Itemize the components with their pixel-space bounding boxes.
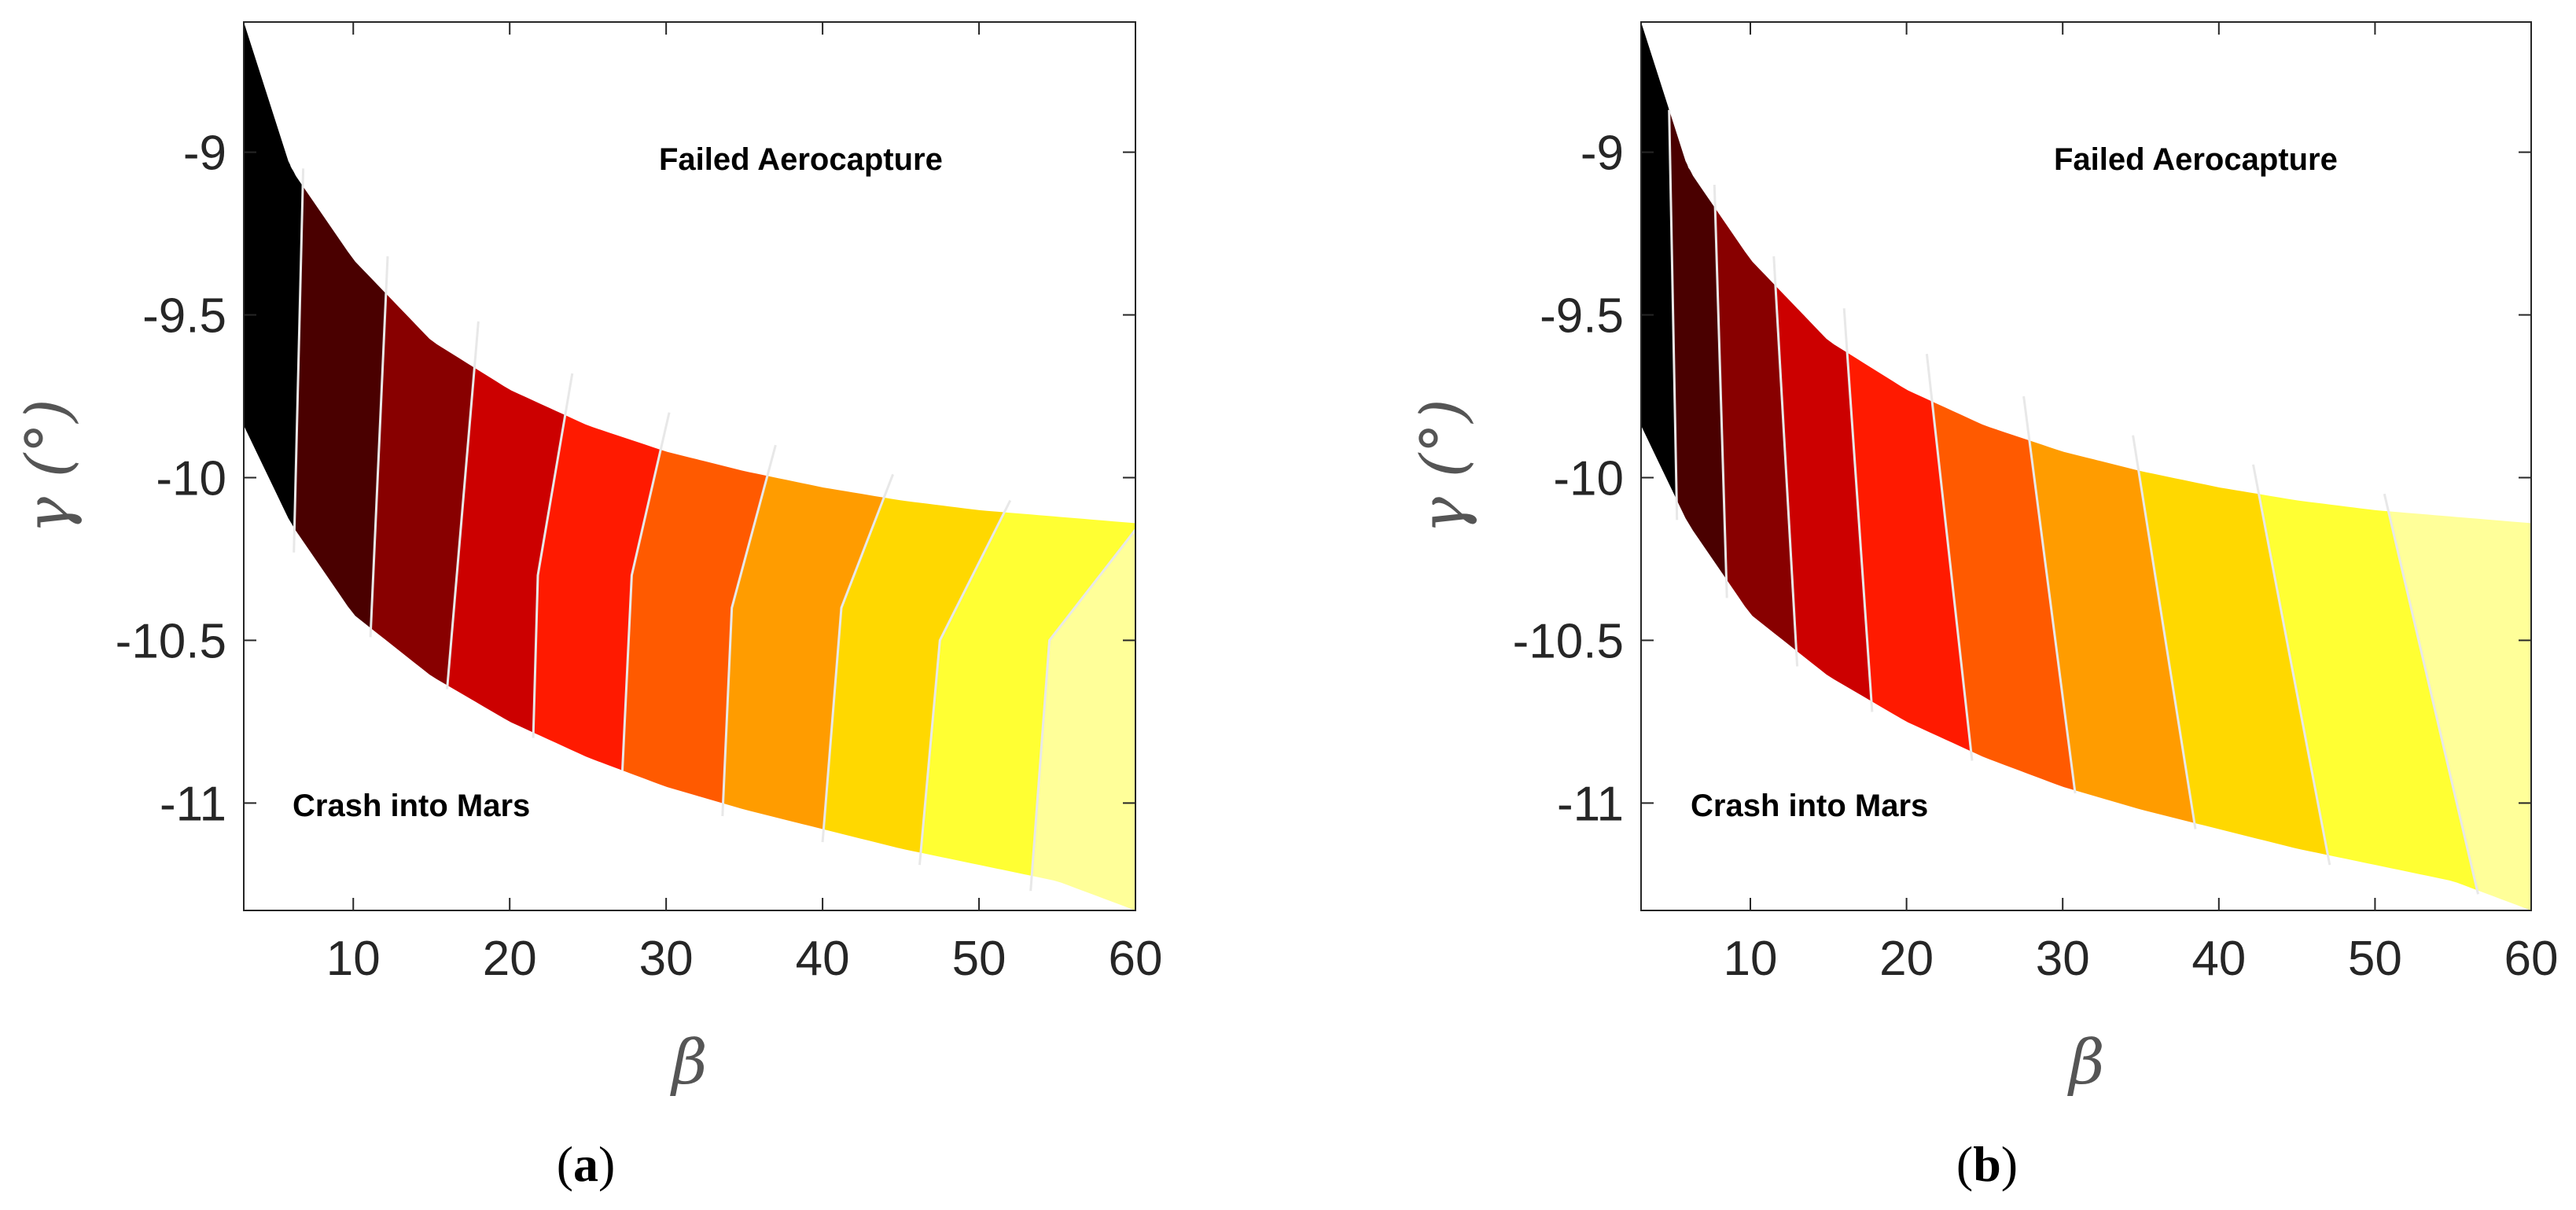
panel-caption: (a) (557, 1136, 616, 1192)
x-tick-label: 20 (1879, 932, 1934, 986)
x-tick-label: 10 (326, 932, 381, 986)
contour-lines (1668, 109, 2479, 895)
panel-b: 10 20 30 40 50 60 -9 -9.5 -10 -10.5 -11 Failed Aer… (1408, 21, 2559, 1192)
y-axis-label: γ (°) (13, 399, 84, 533)
y-tick-label: -10 (156, 451, 226, 506)
y-tick-label: -10 (1553, 451, 1624, 506)
contour-line (1029, 528, 1135, 892)
x-tick-label: 50 (2348, 932, 2402, 986)
x-tick-label: 40 (2191, 932, 2246, 986)
y-tick-label: -9.5 (142, 289, 226, 344)
y-tick-label: -9.5 (1540, 289, 1624, 344)
contour-bands (1641, 22, 2531, 910)
annotation-failed-aerocapture: Failed Aerocapture (2054, 142, 2338, 177)
annotation-crash-into-mars: Crash into Mars (1691, 789, 1928, 823)
y-tick-label: -11 (1557, 777, 1624, 831)
contour-line (821, 473, 894, 843)
annotation-crash-into-mars: Crash into Mars (293, 789, 530, 823)
contour-line (1925, 354, 1974, 761)
contour-lines (293, 168, 1135, 892)
contour-line (918, 499, 1012, 866)
region-failed-aerocapture (1641, 22, 2531, 524)
panel-a: 10 20 30 40 50 60 -9 -9.5 -10 -10.5 -11 Failed Aer… (13, 21, 1163, 1192)
plot-frame (1640, 21, 2532, 911)
y-tick-label: -10.5 (1513, 614, 1624, 668)
x-tick-label: 60 (2504, 932, 2559, 986)
y-tick-label: -10.5 (116, 614, 226, 668)
plot-frame (243, 21, 1136, 911)
contour-line (2252, 464, 2331, 866)
y-tick-label: -9 (183, 127, 226, 181)
contour-line (1668, 109, 1679, 520)
x-tick-label: 30 (639, 932, 694, 986)
contour-line (1842, 308, 1874, 712)
contour-line (1713, 184, 1728, 598)
region-crash-into-mars (1641, 425, 2531, 910)
axis-ticks: 10 20 30 40 50 60 -9 -9.5 -10 -10.5 -11 (116, 22, 1163, 986)
contour-line (446, 321, 480, 690)
contour-bands (244, 22, 1135, 910)
contour-line (621, 412, 671, 771)
contour-line (293, 168, 305, 553)
y-tick-label: -9 (1581, 127, 1624, 181)
region-failed-aerocapture (244, 22, 1135, 524)
y-tick-label: -11 (160, 777, 226, 831)
annotation-failed-aerocapture: Failed Aerocapture (659, 142, 943, 177)
contour-line (2132, 435, 2197, 829)
axis-ticks: 10 20 30 40 50 60 -9 -9.5 -10 -10.5 -11 (1513, 22, 2559, 986)
x-tick-label: 30 (2036, 932, 2090, 986)
contour-line (532, 373, 574, 738)
y-axis-label: γ (°) (1408, 399, 1479, 533)
x-tick-label: 40 (796, 932, 850, 986)
x-tick-label: 20 (483, 932, 537, 986)
panel-caption: (b) (1956, 1136, 2018, 1192)
x-axis-label: β (2066, 1028, 2104, 1098)
contour-line (721, 444, 777, 817)
region-crash-into-mars (244, 425, 1135, 910)
x-tick-label: 60 (1109, 932, 1163, 986)
contour-line (369, 256, 389, 638)
x-tick-label: 10 (1724, 932, 1778, 986)
contour-line (1772, 256, 1799, 667)
contour-line (2022, 395, 2077, 794)
x-tick-label: 50 (952, 932, 1006, 986)
contour-line (2383, 493, 2479, 895)
x-axis-label: β (669, 1028, 707, 1098)
